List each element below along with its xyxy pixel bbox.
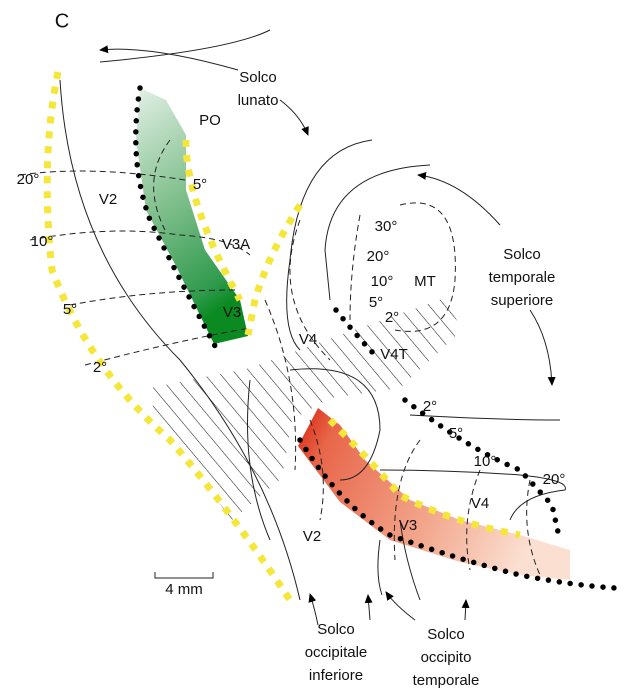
label: 10° xyxy=(474,453,497,470)
label: 4 mm xyxy=(165,581,203,598)
label: V3A xyxy=(222,236,250,253)
label: Solco xyxy=(239,69,277,86)
label: superiore xyxy=(491,292,554,309)
label: 10° xyxy=(371,273,394,290)
label: V2 xyxy=(99,191,117,208)
label: 20° xyxy=(17,171,40,188)
label: 2° xyxy=(93,359,107,376)
label: occipito xyxy=(421,649,472,666)
label: V3 xyxy=(223,304,241,321)
label: 20° xyxy=(367,248,390,265)
label: 2° xyxy=(423,398,437,415)
label: temporale xyxy=(413,672,480,689)
label: Solco xyxy=(503,246,541,263)
label: Solco xyxy=(427,626,465,643)
label: temporale xyxy=(489,269,556,286)
label: V4T xyxy=(380,346,408,363)
label: occipitale xyxy=(305,644,368,661)
label: lunato xyxy=(238,92,279,109)
label: 5° xyxy=(369,294,383,311)
label: V4 xyxy=(471,495,489,512)
label: MT xyxy=(414,273,436,290)
label: 5° xyxy=(449,425,463,442)
label: 10° xyxy=(31,233,54,250)
label: Solco xyxy=(317,621,355,638)
label: 20° xyxy=(543,471,566,488)
panel-label: C xyxy=(55,10,69,32)
label: 30° xyxy=(375,218,398,235)
label: 5° xyxy=(63,301,77,318)
label: 2° xyxy=(385,309,399,326)
label: V4 xyxy=(299,331,317,348)
label: V3 xyxy=(399,517,417,534)
diagram: C Solco lunato PO 20° V2 5° 10° V3A 5° V3 2° 30° 20°… xyxy=(0,0,628,690)
label: PO xyxy=(199,112,221,129)
label: inferiore xyxy=(309,667,363,684)
label: 5° xyxy=(193,176,207,193)
label: V2 xyxy=(303,528,321,545)
